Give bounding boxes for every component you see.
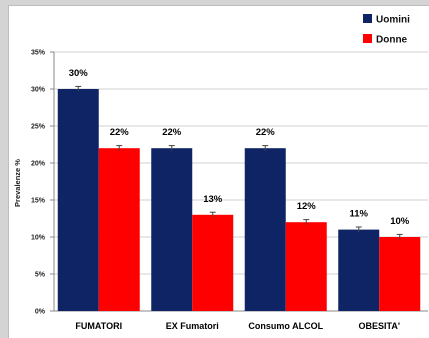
bar-uomini [338, 229, 380, 311]
bar-uomini [151, 148, 193, 311]
y-tick-label: 20% [31, 161, 46, 168]
legend-swatch-donne [363, 34, 372, 43]
y-tick-label: 25% [31, 124, 46, 131]
legend-label-donne: Donne [376, 35, 408, 46]
category-label: Consumo ALCOL [248, 321, 323, 331]
data-label: 30% [69, 68, 89, 79]
data-label: 22% [256, 127, 276, 138]
x-axis-categories: FUMATORI EX Fumatori Consumo ALCOL OBESITA' [75, 321, 400, 331]
legend-label-uomini: Uomini [376, 15, 410, 26]
bars [57, 85, 421, 311]
data-label: 12% [297, 201, 317, 212]
y-tick-label: 0% [35, 309, 46, 316]
y-tick-label: 5% [35, 272, 46, 279]
y-tick-label: 35% [31, 50, 46, 57]
data-label: 11% [350, 209, 369, 220]
bar-donne [285, 222, 327, 311]
legend: Uomini Donne [363, 14, 410, 46]
bar-donne [379, 237, 421, 311]
bar-donne [98, 148, 140, 311]
y-tick-label: 10% [31, 235, 46, 242]
bar-uomini [57, 89, 99, 311]
legend-swatch-uomini [363, 14, 372, 23]
y-tick-label: 30% [31, 87, 46, 94]
data-label: 22% [110, 127, 130, 138]
category-label: EX Fumatori [166, 321, 219, 331]
y-axis-label: Prevalenze % [13, 159, 22, 207]
data-label: 10% [390, 216, 410, 227]
data-label: 22% [162, 127, 182, 138]
data-label: 13% [203, 194, 223, 205]
bar-uomini [244, 148, 286, 311]
y-tick-label: 15% [31, 198, 46, 205]
category-label: OBESITA' [359, 321, 400, 331]
bar-donne [192, 214, 234, 311]
category-label: FUMATORI [75, 321, 122, 331]
data-labels: 30% 22% 22% 13% 22% 12% 11% 10% [69, 68, 410, 227]
y-axis-ticks: 0% 5% 10% 15% 20% 25% 30% 35% [31, 50, 46, 316]
